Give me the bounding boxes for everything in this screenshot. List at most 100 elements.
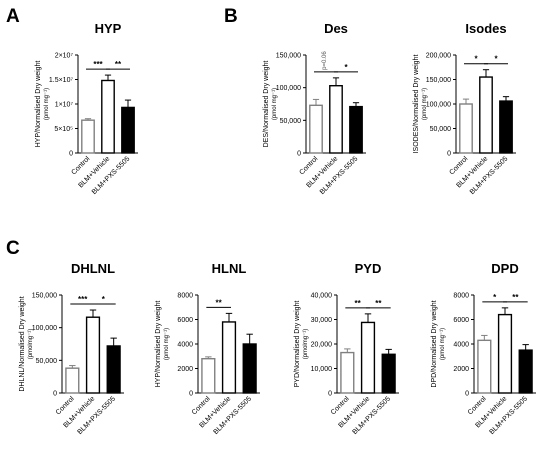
bar-blm-vehicle <box>479 76 493 154</box>
y-axis-units: (pmolmg⁻¹) <box>303 329 309 360</box>
significance-label: * <box>493 293 497 302</box>
chart-hyp: HYP 0 5×10⁵ 1×10⁷ 1.5×10⁷ 2×10⁷ HYP/Normalised… <box>35 21 138 196</box>
y-tick-label: 0 <box>447 151 451 158</box>
significance-label: * <box>474 55 478 64</box>
significance-label: * <box>494 55 498 64</box>
y-tick-label: 50,000 <box>280 118 302 125</box>
category-label: BLM+PXS-5505 <box>488 395 529 436</box>
y-tick-label: 2000 <box>453 366 469 373</box>
y-axis-units: (pmol mg⁻¹) <box>164 328 170 360</box>
y-tick-label: 6000 <box>177 317 193 324</box>
bar-blm-vehicle <box>497 313 513 394</box>
bar-control <box>340 351 355 394</box>
chart-title: HYP <box>95 21 122 36</box>
y-tick-label: 150,000 <box>32 293 57 300</box>
y-tick-label: 40,000 <box>311 293 333 300</box>
bar-control <box>459 103 473 154</box>
bar-control <box>309 104 323 154</box>
significance-label: *** <box>93 60 103 69</box>
bar-control <box>81 119 95 154</box>
y-axis-label: DHLNL/Normalised Dry weight <box>19 296 26 391</box>
category-label: BLM+PXS-5505 <box>469 155 510 196</box>
bar-blm-pxs-5505 <box>242 343 257 394</box>
y-axis-units: (pmol mg⁻¹) <box>44 88 50 120</box>
category-label: BLM+PXS-5505 <box>91 155 132 196</box>
y-tick-label: 30,000 <box>311 317 333 324</box>
y-axis-units: (pmolmg⁻¹) <box>28 329 34 360</box>
y-axis-units: (pmol mg⁻¹) <box>440 328 446 360</box>
y-tick-label: 0 <box>297 151 301 158</box>
significance-label: * <box>344 63 348 72</box>
bar-blm-pxs-5505 <box>349 105 363 154</box>
y-tick-label: 6000 <box>453 317 469 324</box>
panel-letter-c: C <box>6 238 20 259</box>
chart-dpd: DPD 0 2000 4000 6000 8000 DPD/Normalised Dry w… <box>431 261 536 436</box>
y-axis-label: PYD/Normalised Dry weight <box>294 301 301 388</box>
y-axis-units: (pmol mg⁻¹) <box>422 88 428 120</box>
significance-label: p=0.06 <box>322 51 328 70</box>
y-axis-label: DES/Normalised Dry weight <box>263 61 270 148</box>
y-tick-label: 50,000 <box>430 126 452 133</box>
y-tick-label: 150,000 <box>276 53 301 60</box>
panel-letter-b: B <box>224 6 238 27</box>
category-label: BLM+PXS-5505 <box>212 395 253 436</box>
y-tick-label: 5×10⁵ <box>54 126 73 133</box>
y-axis-label: HYP/Normalised Dry weight <box>155 301 162 388</box>
y-tick-label: 100,000 <box>426 102 451 109</box>
bar-control <box>477 339 492 394</box>
y-axis-label: HYP/Normalised Dry weight <box>35 61 42 148</box>
y-tick-label: 100,000 <box>276 85 301 92</box>
bar-blm-pxs-5505 <box>381 353 396 394</box>
significance-label: ** <box>216 298 223 307</box>
chart-title: HLNL <box>212 261 247 276</box>
y-tick-label: 0 <box>53 391 57 398</box>
significance-label: ** <box>512 293 519 302</box>
y-tick-label: 8000 <box>453 293 469 300</box>
y-tick-label: 8000 <box>177 293 193 300</box>
y-tick-label: 0 <box>465 391 469 398</box>
significance-label: * <box>102 295 106 304</box>
chart-title: DHLNL <box>71 261 115 276</box>
y-tick-label: 0 <box>69 151 73 158</box>
y-tick-label: 4000 <box>453 342 469 349</box>
y-tick-label: 0 <box>328 391 332 398</box>
chart-des: Des 0 50,000 100,000 150,000 DES/Normalised D… <box>263 21 366 196</box>
y-tick-label: 100,000 <box>32 325 57 332</box>
chart-hlnl: HLNL 0 2000 4000 6000 8000 HYP/Normalised Dry … <box>155 261 260 436</box>
bar-blm-pxs-5505 <box>518 349 533 394</box>
y-tick-label: 2×10⁷ <box>55 53 74 60</box>
y-tick-label: 2000 <box>177 366 193 373</box>
bar-blm-vehicle <box>85 316 101 394</box>
y-axis-units: (pmol mg⁻¹) <box>272 88 278 120</box>
chart-pyd: PYD 0 10,000 20,000 30,000 40,000 PYD/Normalis… <box>294 261 399 436</box>
y-tick-label: 4000 <box>177 342 193 349</box>
y-tick-label: 20,000 <box>311 342 333 349</box>
chart-title: Isodes <box>465 21 506 36</box>
bar-blm-vehicle <box>329 85 343 154</box>
y-tick-label: 200,000 <box>426 53 451 60</box>
category-label: BLM+PXS-5505 <box>76 395 117 436</box>
chart-title: Des <box>324 21 348 36</box>
bar-blm-vehicle <box>221 321 237 394</box>
category-label: BLM+PXS-5505 <box>351 395 392 436</box>
chart-dhlnl: DHLNL 0 50,000 100,000 150,000 DHLNL/Normalis… <box>19 261 124 436</box>
category-label: BLM+PXS-5505 <box>319 155 360 196</box>
significance-label: ** <box>355 299 362 308</box>
chart-title: PYD <box>355 261 382 276</box>
y-tick-label: 50,000 <box>36 358 58 365</box>
bar-blm-pxs-5505 <box>121 106 135 154</box>
significance-label: *** <box>78 295 88 304</box>
y-tick-label: 1.5×10⁷ <box>49 77 74 84</box>
y-tick-label: 1×10⁷ <box>55 102 74 109</box>
y-axis-label: ISODES/Normalised Dry weight <box>413 55 420 154</box>
panel-letter-a: A <box>6 6 20 27</box>
y-tick-label: 10,000 <box>311 366 333 373</box>
bar-blm-pxs-5505 <box>499 100 513 154</box>
chart-isodes: Isodes 0 50,000 100,000 150,000 200,000 ISODES… <box>413 21 516 196</box>
significance-label: ** <box>115 60 122 69</box>
y-tick-label: 0 <box>189 391 193 398</box>
bar-blm-vehicle <box>360 321 376 394</box>
chart-title: DPD <box>491 261 518 276</box>
significance-label: ** <box>375 299 382 308</box>
